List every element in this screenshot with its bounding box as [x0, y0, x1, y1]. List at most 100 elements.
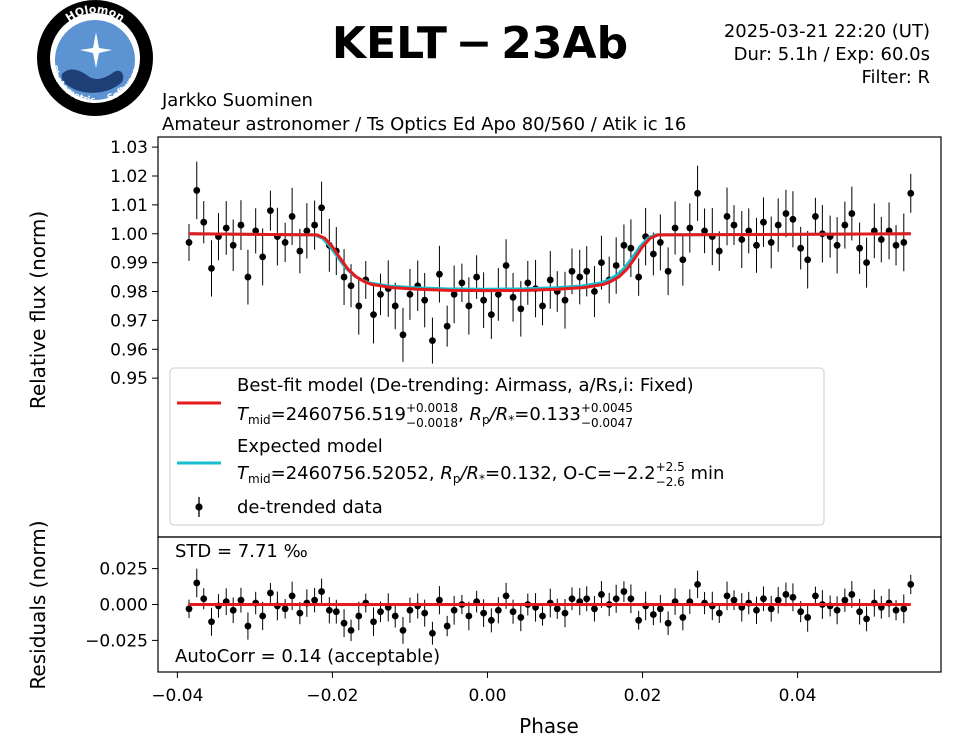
data-point	[774, 221, 782, 229]
x-axis-label: Phase	[519, 714, 579, 738]
exp-rstar-subscript: *	[479, 472, 485, 486]
data-point	[406, 291, 414, 298]
residual-point	[421, 609, 429, 617]
data-point	[347, 282, 355, 290]
residual-point	[649, 611, 657, 618]
tmid-subscript: mid	[248, 413, 271, 427]
data-point	[753, 241, 760, 249]
data-point	[487, 311, 495, 319]
chart-title: KELT − 23Ab	[332, 18, 628, 69]
y-tick-label: 0.97	[110, 311, 148, 331]
data-point	[841, 221, 849, 229]
data-point	[281, 239, 289, 246]
data-point	[296, 247, 304, 255]
residual-point	[553, 605, 561, 613]
data-point	[429, 337, 436, 345]
residual-point	[391, 612, 399, 620]
y-tick-label: 1.02	[110, 167, 148, 187]
residual-point	[517, 614, 525, 621]
residual-point	[848, 591, 856, 598]
data-point	[355, 302, 363, 310]
data-point	[730, 221, 738, 229]
residual-point	[244, 622, 252, 630]
oc-err-plus: +2.5	[656, 460, 685, 474]
residual-point	[502, 592, 510, 600]
exp-rp-symbol: R	[440, 463, 453, 484]
data-point	[789, 215, 797, 223]
residual-point	[612, 595, 620, 603]
data-point	[782, 210, 790, 217]
data-point	[715, 247, 723, 255]
residual-point	[429, 629, 436, 637]
data-point	[288, 213, 296, 220]
residual-point	[789, 593, 797, 601]
data-point	[465, 302, 473, 310]
data-point	[509, 293, 517, 301]
residual-panel: −0.025 0.000 0.025 STD = 7.71 ‰ AutoCorr =…	[85, 541, 915, 667]
std-annotation: STD = 7.71 ‰	[175, 541, 308, 562]
rstar-subscript: *	[508, 413, 514, 427]
data-point	[679, 256, 687, 264]
rp-err-plus: +0.0045	[581, 401, 633, 415]
residual-y-ticks: −0.025 0.000 0.025	[85, 560, 158, 651]
x-tick-label: −0.02	[306, 686, 358, 706]
data-point	[612, 262, 620, 269]
y-axis-label-main: Relative flux (norm)	[26, 211, 50, 409]
data-point	[723, 213, 731, 220]
data-point	[576, 273, 584, 281]
residual-point	[185, 605, 193, 613]
data-point	[399, 331, 407, 339]
residual-point	[281, 605, 289, 613]
data-point	[473, 273, 481, 281]
rp-subscript: p	[482, 413, 490, 427]
data-point	[185, 239, 193, 246]
holomon-logo: HOlomon Photometric Software	[37, 0, 153, 116]
data-point	[833, 241, 841, 249]
data-point	[244, 273, 252, 281]
residual-point	[406, 606, 414, 614]
data-point	[443, 322, 451, 330]
residual-point	[347, 626, 355, 634]
rstar-symbol: /R	[488, 404, 509, 425]
residual-point	[907, 580, 915, 588]
residual-point	[509, 608, 517, 616]
data-point	[804, 256, 812, 264]
residual-point	[296, 609, 304, 617]
residual-point	[679, 614, 687, 621]
residual-axes-frame	[157, 536, 942, 673]
logo-star-icon	[80, 32, 112, 68]
exp-rp-oc-value: =0.132, O-C=−2.2	[485, 463, 656, 484]
residual-point	[193, 579, 201, 587]
data-point	[311, 221, 318, 229]
residual-point	[267, 589, 274, 597]
legend-best-fit-label: Best-fit model (De-trending: Airmass, a/…	[237, 375, 694, 396]
residual-point	[237, 596, 245, 604]
residual-point	[288, 592, 296, 600]
legend-box	[169, 367, 825, 526]
residual-point	[841, 596, 849, 604]
residual-point	[635, 616, 643, 624]
residual-point	[539, 612, 546, 620]
data-point	[635, 273, 643, 281]
residual-point	[443, 622, 451, 630]
residual-point	[598, 591, 605, 598]
legend-expected-label: Expected model	[237, 436, 383, 457]
residual-point	[370, 618, 377, 626]
tmid-err-minus: −0.0018	[406, 416, 458, 430]
data-point	[863, 259, 870, 267]
res-y-tick-label: 0.025	[99, 560, 148, 580]
data-point	[193, 187, 201, 194]
data-point	[267, 207, 274, 215]
main-data-points	[185, 161, 915, 364]
data-point	[671, 224, 679, 232]
y-tick-label: 0.96	[110, 340, 148, 360]
y-tick-label: 0.99	[110, 254, 148, 274]
data-point	[370, 311, 377, 319]
data-point	[892, 241, 900, 249]
data-point	[856, 244, 863, 252]
data-point	[848, 210, 856, 217]
legend-data-label: de-trended data	[237, 497, 383, 518]
main-panel: 0.95 0.96 0.97 0.98 0.99 1.00 1.01 1.02 1.03	[110, 138, 915, 389]
res-y-tick-label: 0.000	[99, 596, 148, 616]
